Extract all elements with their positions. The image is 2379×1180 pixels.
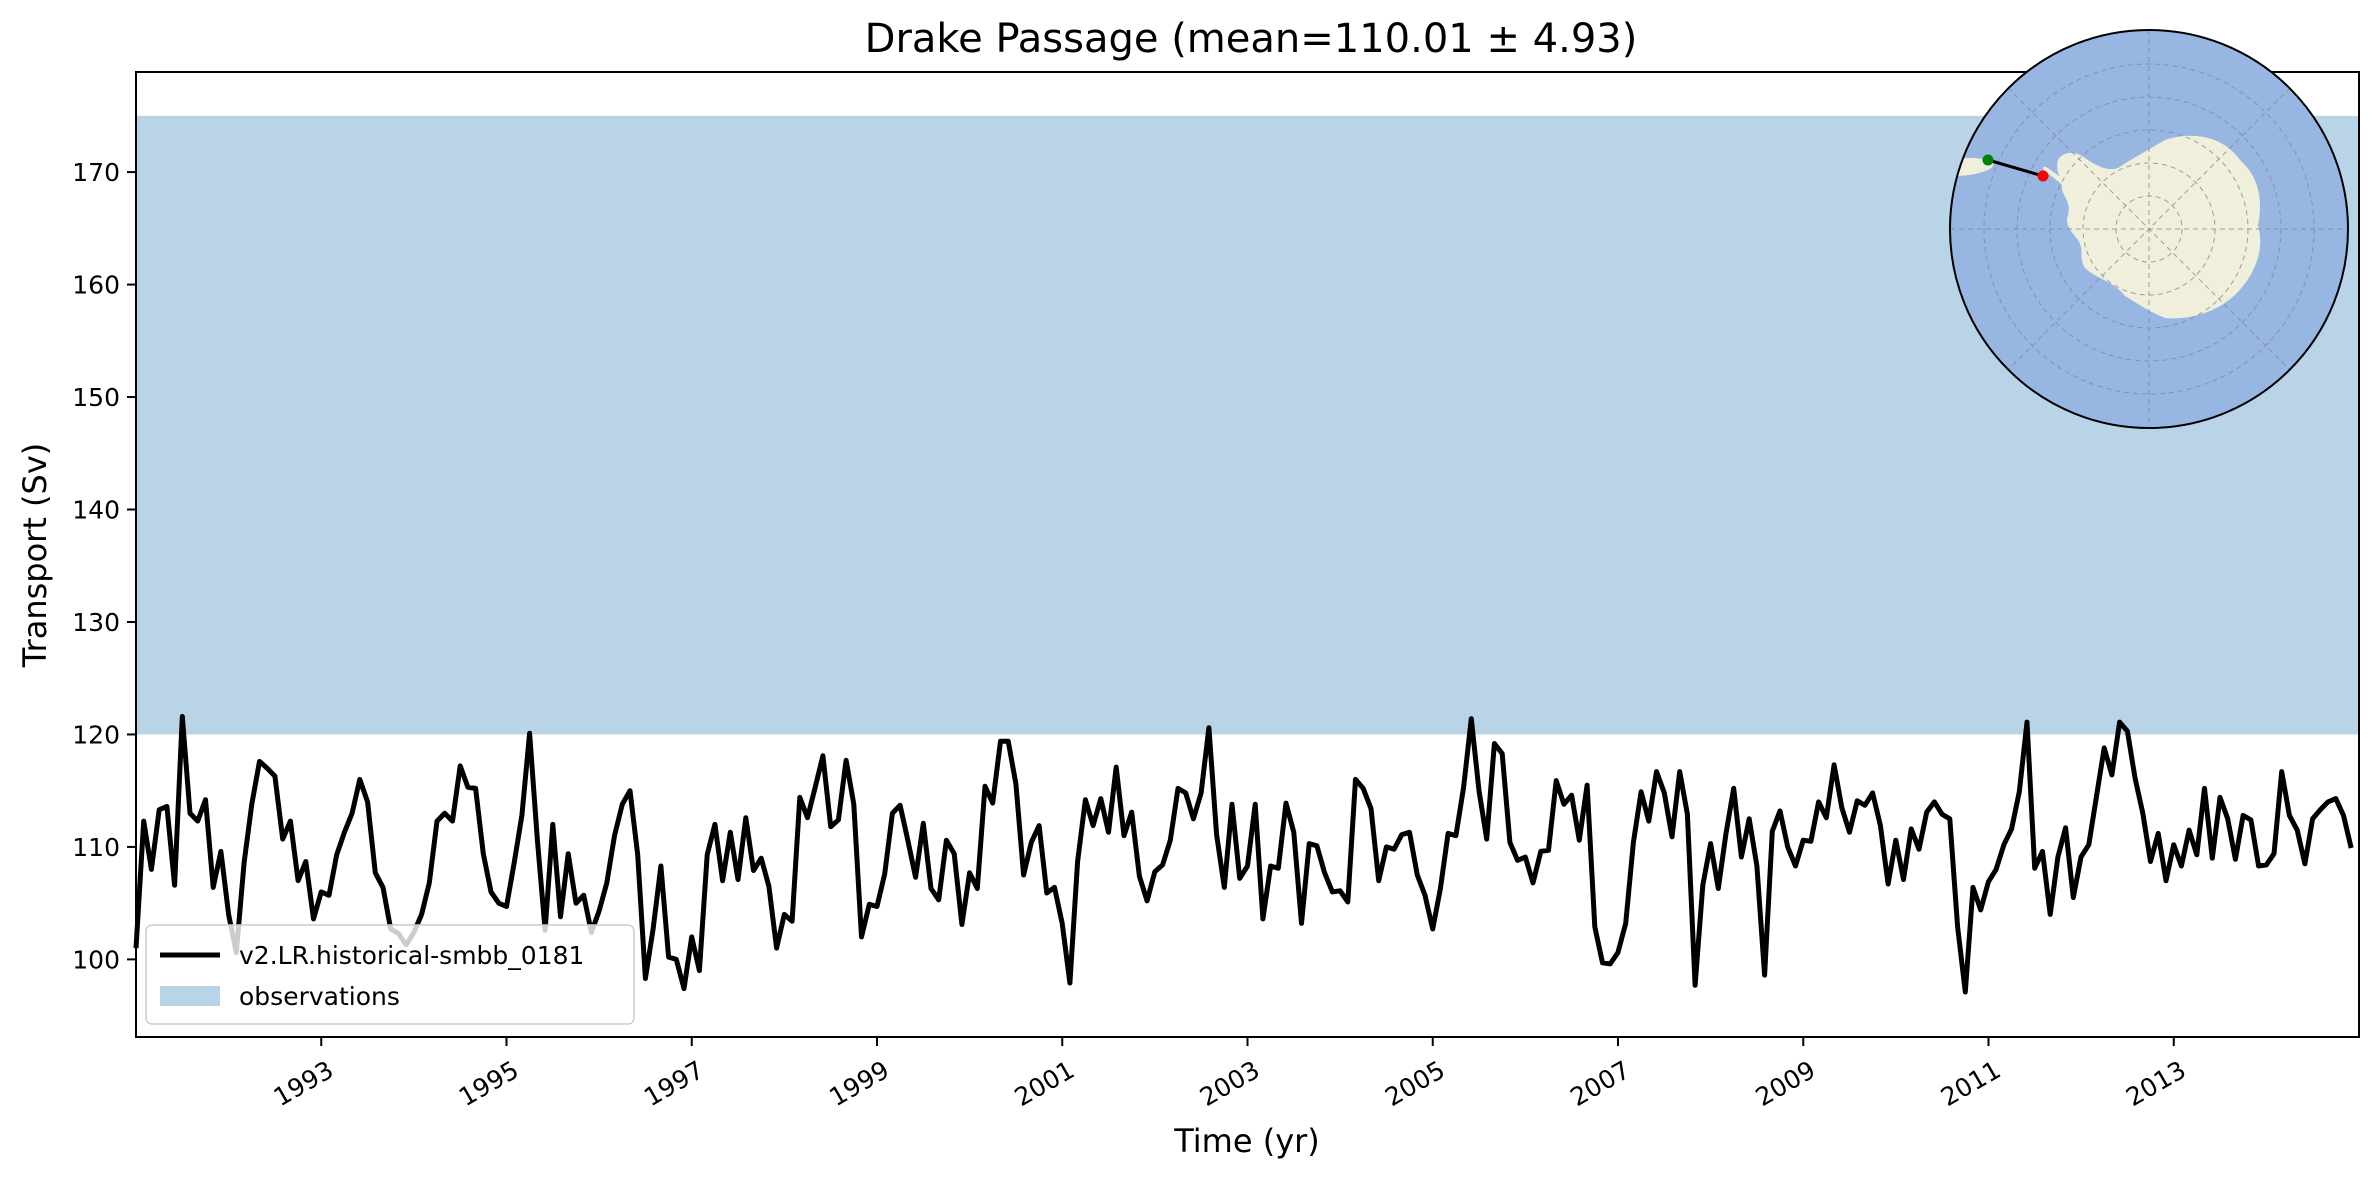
y-tick-label: 100 bbox=[72, 945, 120, 974]
map-gridlines bbox=[1950, 30, 2348, 428]
y-tick-label: 120 bbox=[72, 720, 120, 749]
x-tick-label: 1995 bbox=[454, 1055, 524, 1112]
x-tick-label: 1999 bbox=[824, 1055, 894, 1112]
map-boundary bbox=[1949, 29, 2349, 429]
x-tick-label: 2009 bbox=[1751, 1055, 1821, 1112]
inset-map bbox=[1949, 29, 2349, 429]
x-axis: 1993 1995 1997 1999 2001 2003 2005 2007 2009 2011… bbox=[269, 1037, 2191, 1112]
y-axis: 100 110 120 130 140 150 160 170 bbox=[72, 158, 136, 974]
transect-end-marker bbox=[2037, 170, 2049, 182]
x-tick-label: 2001 bbox=[1010, 1055, 1080, 1112]
legend-box bbox=[145, 924, 635, 1025]
x-axis-label: Time (yr) bbox=[1173, 1122, 1320, 1160]
y-tick-label: 110 bbox=[72, 833, 120, 862]
legend: v2.LR.historical-smbb_0181 observations bbox=[145, 924, 635, 1025]
map-antarctica bbox=[2057, 135, 2261, 319]
y-tick-label: 130 bbox=[72, 608, 120, 637]
chart-title: Drake Passage (mean=110.01 ± 4.93) bbox=[865, 16, 1638, 62]
x-tick-label: 2007 bbox=[1565, 1055, 1635, 1112]
legend-band-swatch bbox=[160, 986, 220, 1006]
map-peninsula bbox=[2042, 166, 2064, 185]
x-tick-label: 2003 bbox=[1195, 1055, 1265, 1112]
series-line-0 bbox=[133, 714, 2354, 995]
x-tick-label: 1997 bbox=[639, 1055, 709, 1112]
y-axis-label: Transport (Sv) bbox=[16, 443, 54, 669]
x-tick-label: 2011 bbox=[1936, 1055, 2006, 1112]
transect-line bbox=[1987, 158, 2044, 178]
y-tick-label: 150 bbox=[72, 383, 120, 412]
y-tick-label: 140 bbox=[72, 496, 120, 525]
series-layer bbox=[133, 714, 2354, 995]
transect-start-marker bbox=[1982, 154, 1994, 166]
legend-label-series: v2.LR.historical-smbb_0181 bbox=[239, 941, 584, 970]
y-tick-label: 170 bbox=[72, 158, 120, 187]
y-tick-label: 160 bbox=[72, 271, 120, 300]
x-tick-label: 2013 bbox=[2121, 1055, 2191, 1112]
x-tick-label: 1993 bbox=[269, 1055, 339, 1112]
x-tick-label: 2005 bbox=[1380, 1055, 1450, 1112]
legend-label-observations: observations bbox=[239, 982, 400, 1011]
